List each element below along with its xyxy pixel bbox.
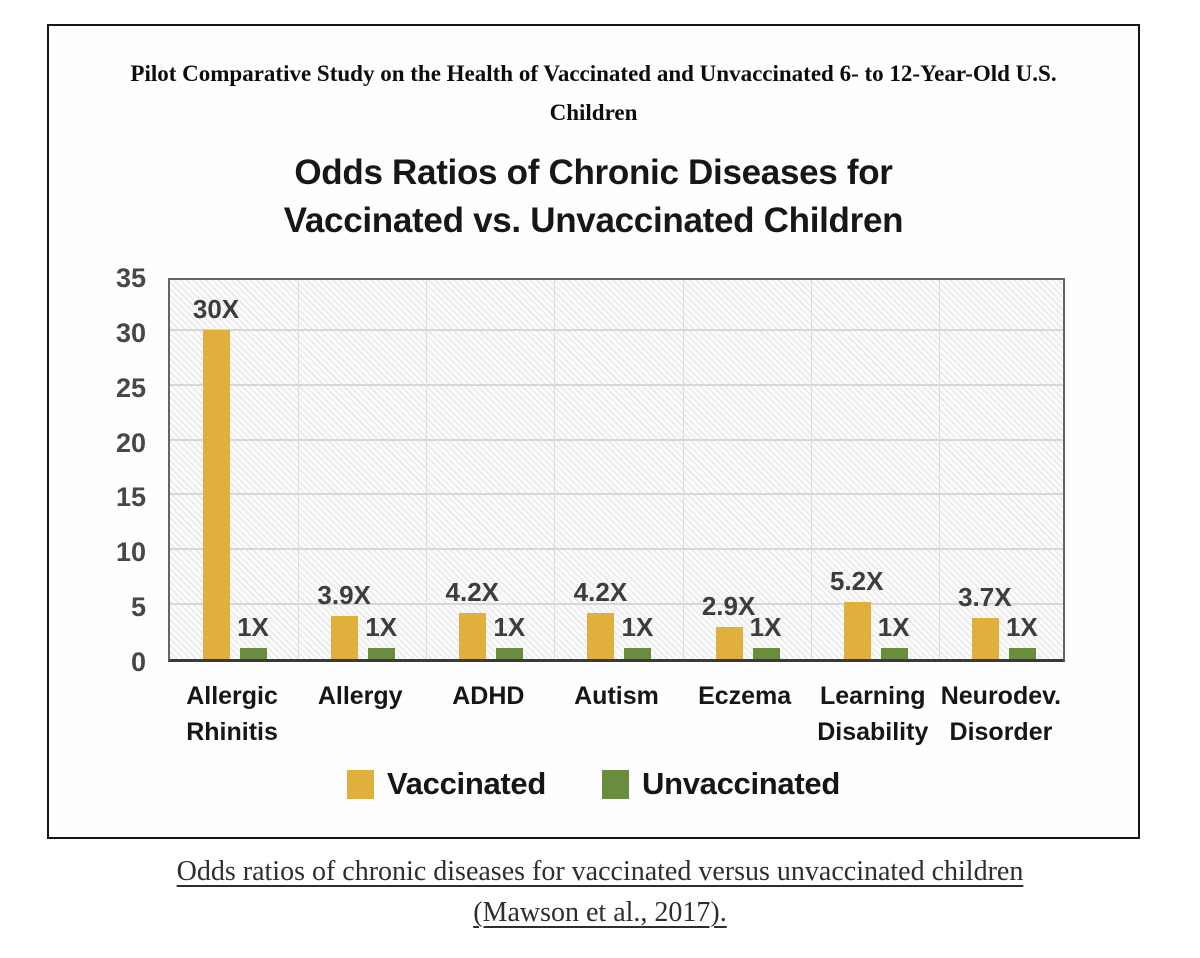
- category-label: ADHD: [452, 682, 525, 710]
- caption-line-1[interactable]: Odds ratios of chronic diseases for vacc…: [176, 856, 1024, 887]
- bar-unvaccinated: [752, 648, 780, 659]
- y-axis: 0 5 10 15 20 25 30 35: [82, 263, 146, 677]
- plot-area: 30X 1X 3.9X 1X 4.2X 1X 4.2X 1X 2.9X 1X 5.2X 1X 3.7X 1…: [168, 278, 1065, 662]
- gridline-horizontal: [170, 438, 1063, 441]
- gridline-horizontal: [170, 328, 1063, 331]
- figure-box: Pilot Comparative Study on the Health of…: [47, 24, 1140, 839]
- legend-label: Unvaccinated: [642, 766, 840, 801]
- category-label: Learning Disability: [817, 682, 929, 746]
- bar-value-label: 5.2X: [829, 565, 884, 596]
- category-label: Eczema: [698, 682, 792, 710]
- bar-vaccinated: [715, 627, 743, 659]
- y-tick-label: 20: [115, 427, 146, 458]
- category-label: Autism: [574, 682, 659, 710]
- legend-swatch-unvaccinated: [602, 769, 629, 799]
- bar-unvaccinated: [1008, 648, 1036, 659]
- bar-value-label: 1X: [1005, 612, 1038, 643]
- gridline-horizontal: [170, 493, 1063, 496]
- gridline-vertical: [938, 280, 940, 659]
- bar-unvaccinated: [496, 648, 524, 659]
- x-axis: Allergic Rhinitis Allergy ADHD Autism Eczema…: [168, 678, 1065, 762]
- gridline-horizontal: [170, 548, 1063, 551]
- gridline-vertical: [298, 280, 300, 659]
- y-tick-label: 0: [130, 647, 146, 677]
- bar-value-label: 3.7X: [958, 582, 1012, 613]
- bar-value-label: 1X: [877, 612, 910, 643]
- bar-value-label: 1X: [621, 612, 654, 643]
- bar-value-label: 4.2X: [573, 576, 628, 607]
- gridline-vertical: [554, 280, 556, 659]
- bar-value-label: 3.9X: [317, 580, 371, 611]
- bar-value-label: 1X: [237, 612, 269, 643]
- bar-value-label: 1X: [749, 612, 782, 643]
- bar-vaccinated: [971, 618, 999, 659]
- category-label: Allergic Rhinitis: [186, 682, 278, 746]
- gridline-horizontal: [170, 603, 1063, 606]
- chart-title: Odds Ratios of Chronic Diseases for Vacc…: [283, 153, 904, 240]
- y-tick-label: 5: [130, 592, 146, 623]
- y-tick-label: 10: [115, 537, 146, 568]
- y-tick-label: 15: [115, 482, 146, 513]
- bar-unvaccinated: [240, 648, 267, 659]
- bar-chart: 0 5 10 15 20 25 30 35 30X 1X 3.9X 1X 4.2X 1X 4.2X 1X 2.…: [116, 263, 1065, 746]
- gridline-vertical: [682, 280, 684, 659]
- bar-vaccinated: [459, 612, 487, 659]
- y-tick-label: 25: [115, 372, 146, 403]
- bar-value-label: 30X: [192, 293, 240, 324]
- bar-value-label: 1X: [493, 612, 526, 643]
- bar-value-label: 2.9X: [701, 591, 756, 622]
- bar-value-label: 4.2X: [445, 576, 500, 607]
- gridline-horizontal: [170, 383, 1063, 386]
- category-label: Allergy: [317, 682, 403, 710]
- legend: Vaccinated Unvaccinated: [49, 766, 1138, 802]
- bar-value-label: 1X: [365, 612, 398, 643]
- y-tick-label: 35: [115, 263, 146, 293]
- legend-label: Vaccinated: [387, 766, 546, 801]
- bar-vaccinated: [587, 612, 615, 659]
- gridline-vertical: [426, 280, 428, 659]
- gridline-vertical: [810, 280, 812, 659]
- y-tick-label: 30: [115, 317, 146, 348]
- bar-vaccinated: [331, 616, 359, 659]
- figure-header-title: Pilot Comparative Study on the Health of…: [130, 61, 1057, 125]
- figure-caption-link[interactable]: Odds ratios of chronic diseases for vacc…: [0, 851, 1200, 933]
- category-label: Neurodev. Disorder: [940, 682, 1062, 746]
- legend-swatch-vaccinated: [347, 769, 375, 799]
- legend-item-vaccinated: Vaccinated: [347, 766, 546, 802]
- legend-item-unvaccinated: Unvaccinated: [602, 766, 840, 802]
- bar-unvaccinated: [880, 648, 908, 659]
- bar-unvaccinated: [624, 648, 652, 659]
- caption-line-2[interactable]: (Mawson et al., 2017).: [473, 897, 727, 928]
- bar-vaccinated: [843, 601, 871, 659]
- bar-unvaccinated: [368, 648, 396, 659]
- bar-vaccinated: [203, 329, 230, 659]
